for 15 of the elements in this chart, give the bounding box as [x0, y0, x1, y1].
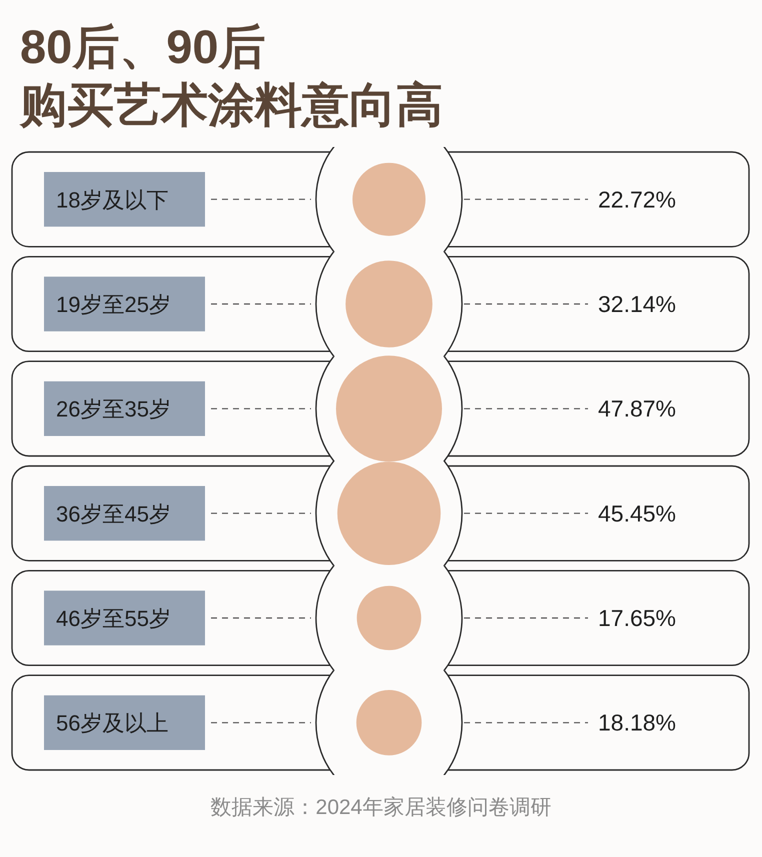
data-label: 32.14% — [598, 291, 676, 317]
data-label: 17.65% — [598, 605, 676, 631]
data-label: 47.87% — [598, 396, 676, 422]
category-label: 18岁及以下 — [56, 187, 168, 212]
subtitle: 购买艺术涂料意向高 — [20, 78, 443, 131]
category-label: 56岁及以上 — [56, 710, 168, 736]
category-label: 36岁至45岁 — [56, 501, 171, 526]
title: 80后、90后 — [20, 20, 266, 73]
category-label: 46岁至55岁 — [56, 606, 171, 631]
data-label: 22.72% — [598, 186, 676, 212]
data-label: 45.45% — [598, 500, 676, 526]
category-label: 26岁至35岁 — [56, 396, 171, 422]
data-label: 18.18% — [598, 710, 676, 736]
source-note: 数据来源：2024年家居装修问卷调研 — [210, 796, 552, 819]
category-label: 19岁至25岁 — [56, 292, 171, 317]
